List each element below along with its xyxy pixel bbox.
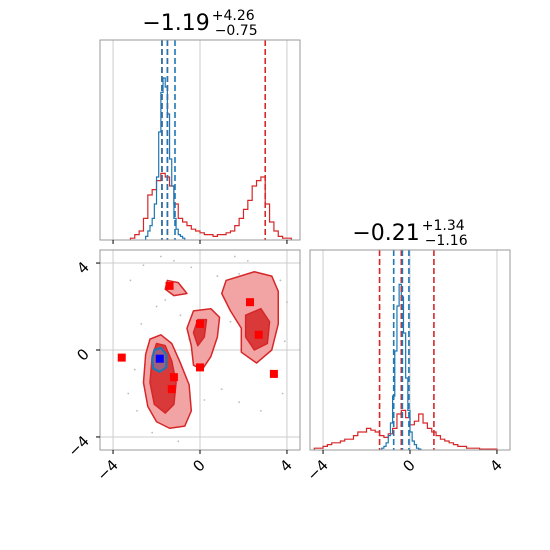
marginal-1-title: −1.19 +4.26 −0.75	[142, 8, 257, 39]
m2-xtick-label-1: 0	[399, 456, 418, 475]
joint-scatter-point-14	[136, 409, 138, 412]
marginal-1-grid	[112, 40, 288, 240]
joint-scatter-point-22	[286, 301, 288, 304]
panel-marginal-1: −1.19 +4.26 −0.75	[99, 8, 301, 244]
m1-blue-histogram	[145, 77, 186, 240]
joint-red-point-2	[254, 330, 263, 339]
marginal-1-quantile-lines	[161, 40, 267, 240]
marginal-2-ticks: −4 0 4	[303, 450, 506, 484]
marginal-2-title-main: −0.21	[352, 221, 419, 246]
marginal-2-quantile-lines	[378, 250, 435, 450]
joint-scatter-point-17	[220, 388, 223, 391]
joint-scatter-point-12	[133, 368, 136, 371]
joint-scatter-point-20	[281, 392, 284, 395]
joint-red-contour-inner-1	[244, 307, 271, 351]
marginal-1-title-sub: −0.75	[215, 23, 258, 39]
joint-scatter-point-26	[229, 320, 232, 323]
joint-red-point-7	[169, 373, 178, 382]
joint-scatter-point-3	[233, 255, 236, 258]
marginal-2-histograms	[313, 283, 498, 450]
j-xtick-label-2: 4	[276, 456, 295, 475]
joint-red-point-4	[117, 353, 126, 362]
joint-scatter-point-8	[179, 314, 182, 317]
joint-scatter-point-7	[155, 305, 158, 308]
marginal-1-ticks	[112, 240, 288, 244]
joint-scatter-point-28	[151, 431, 154, 434]
marginal-2-title-sup: +1.34	[422, 218, 465, 234]
joint-scatter-point-23	[164, 299, 167, 301]
joint-scatter-point-11	[140, 323, 143, 325]
marginal-2-title: −0.21 +1.34 −1.16	[352, 218, 467, 249]
joint-scatter-point-27	[279, 279, 282, 282]
joint-red-point-3	[269, 369, 278, 378]
joint-scatter-point-1	[173, 259, 175, 262]
joint-red-point-0	[165, 281, 174, 290]
joint-scatter-point-9	[238, 273, 241, 275]
panel-joint: −4 0 4 −4 0 4	[64, 249, 301, 484]
joint-scatter-point-21	[283, 340, 286, 343]
joint-contours	[142, 270, 280, 430]
joint-scatter-point-19	[259, 409, 262, 412]
joint-red-point-1	[246, 298, 254, 307]
joint-red-point-5	[196, 319, 204, 328]
joint-scatter-point-16	[203, 399, 206, 401]
j-ytick-label-0: −4	[64, 432, 92, 460]
marginal-1-title-main: −1.19	[142, 11, 209, 36]
m2-red-histogram	[313, 409, 498, 450]
joint-scatter-point-4	[246, 259, 249, 262]
marginal-2-title-sub: −1.16	[425, 233, 468, 249]
j-xtick-label-1: 0	[189, 456, 208, 475]
joint-scatter-point-0	[159, 255, 162, 258]
joint-red-point-6	[196, 363, 204, 372]
j-ytick-label-1: 0	[73, 345, 92, 364]
joint-scatter-point-2	[190, 266, 193, 269]
m2-xtick-label-0: −4	[303, 456, 331, 484]
joint-red-point-8	[167, 385, 176, 394]
m2-xtick-label-2: 4	[486, 456, 505, 475]
j-xtick-label-0: −4	[93, 456, 121, 484]
joint-scatter-point-5	[142, 264, 145, 267]
joint-points	[117, 281, 278, 394]
joint-scatter-point-6	[129, 279, 132, 282]
joint-blue-point-0	[155, 354, 164, 363]
joint-scatter-point-18	[238, 401, 241, 404]
j-ytick-label-2: 4	[73, 258, 92, 277]
panel-marginal-2: −4 0 4 −0.21 +1.34 −1.16	[303, 218, 511, 484]
joint-scatter-point-13	[127, 392, 130, 395]
marginal-1-histograms	[129, 77, 292, 240]
marginal-1-title-sup: +4.26	[212, 8, 255, 24]
joint-scatter-point-29	[177, 440, 180, 443]
joint-scatter-point-10	[216, 275, 219, 277]
